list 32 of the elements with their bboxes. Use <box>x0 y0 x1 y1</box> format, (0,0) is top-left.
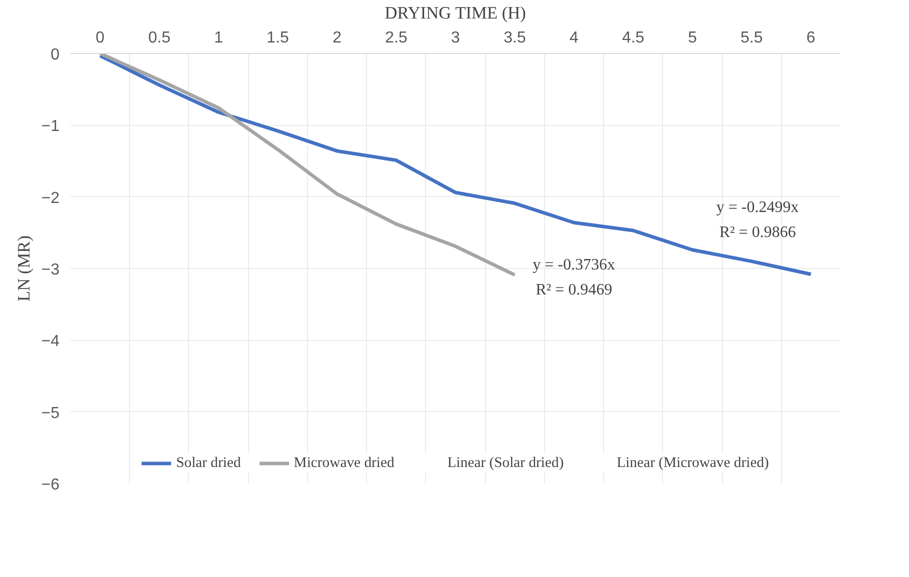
y-tick-label: −2 <box>41 190 60 207</box>
x-tick-label: 2 <box>332 30 342 46</box>
x-tick-label: 5 <box>688 30 697 46</box>
y-axis-title: LN (MR) <box>14 235 34 302</box>
annotation: y = -0.2499x <box>716 199 799 216</box>
annotation: R² = 0.9866 <box>719 224 796 242</box>
annotation: Linear (Microwave dried) <box>616 454 769 472</box>
x-axis-title: DRYING TIME (H) <box>384 4 526 22</box>
x-tick-label: 0 <box>96 30 105 46</box>
x-tick-label: 1.5 <box>266 30 290 46</box>
y-tick-label: −6 <box>41 476 60 494</box>
x-tick-label: 5.5 <box>740 30 763 46</box>
y-tick-label: 0 <box>50 46 60 64</box>
x-tick-label: 4.5 <box>622 30 644 46</box>
y-tick-label: −3 <box>41 262 60 278</box>
y-tick-label: −1 <box>41 118 60 136</box>
x-tick-label: 0.5 <box>148 30 171 46</box>
x-tick-label: 4 <box>570 30 579 46</box>
line-series <box>98 54 813 276</box>
legend-label: Microwave dried <box>294 454 394 472</box>
annotation: y = -0.3736x <box>532 256 616 274</box>
x-tick-label: 6 <box>806 30 816 46</box>
annotation: Linear (Solar dried) <box>447 454 564 472</box>
y-tick-label: −5 <box>41 404 60 422</box>
x-tick-label: 3.5 <box>504 30 526 46</box>
x-tick-label: 3 <box>451 30 460 46</box>
annotation: R² = 0.9469 <box>536 282 612 298</box>
y-tick-label: −4 <box>41 333 60 350</box>
x-tick-label: 2.5 <box>385 30 408 46</box>
x-tick-label: 1 <box>214 30 224 46</box>
line-series <box>98 54 516 277</box>
legend-label: Solar dried <box>176 454 241 472</box>
